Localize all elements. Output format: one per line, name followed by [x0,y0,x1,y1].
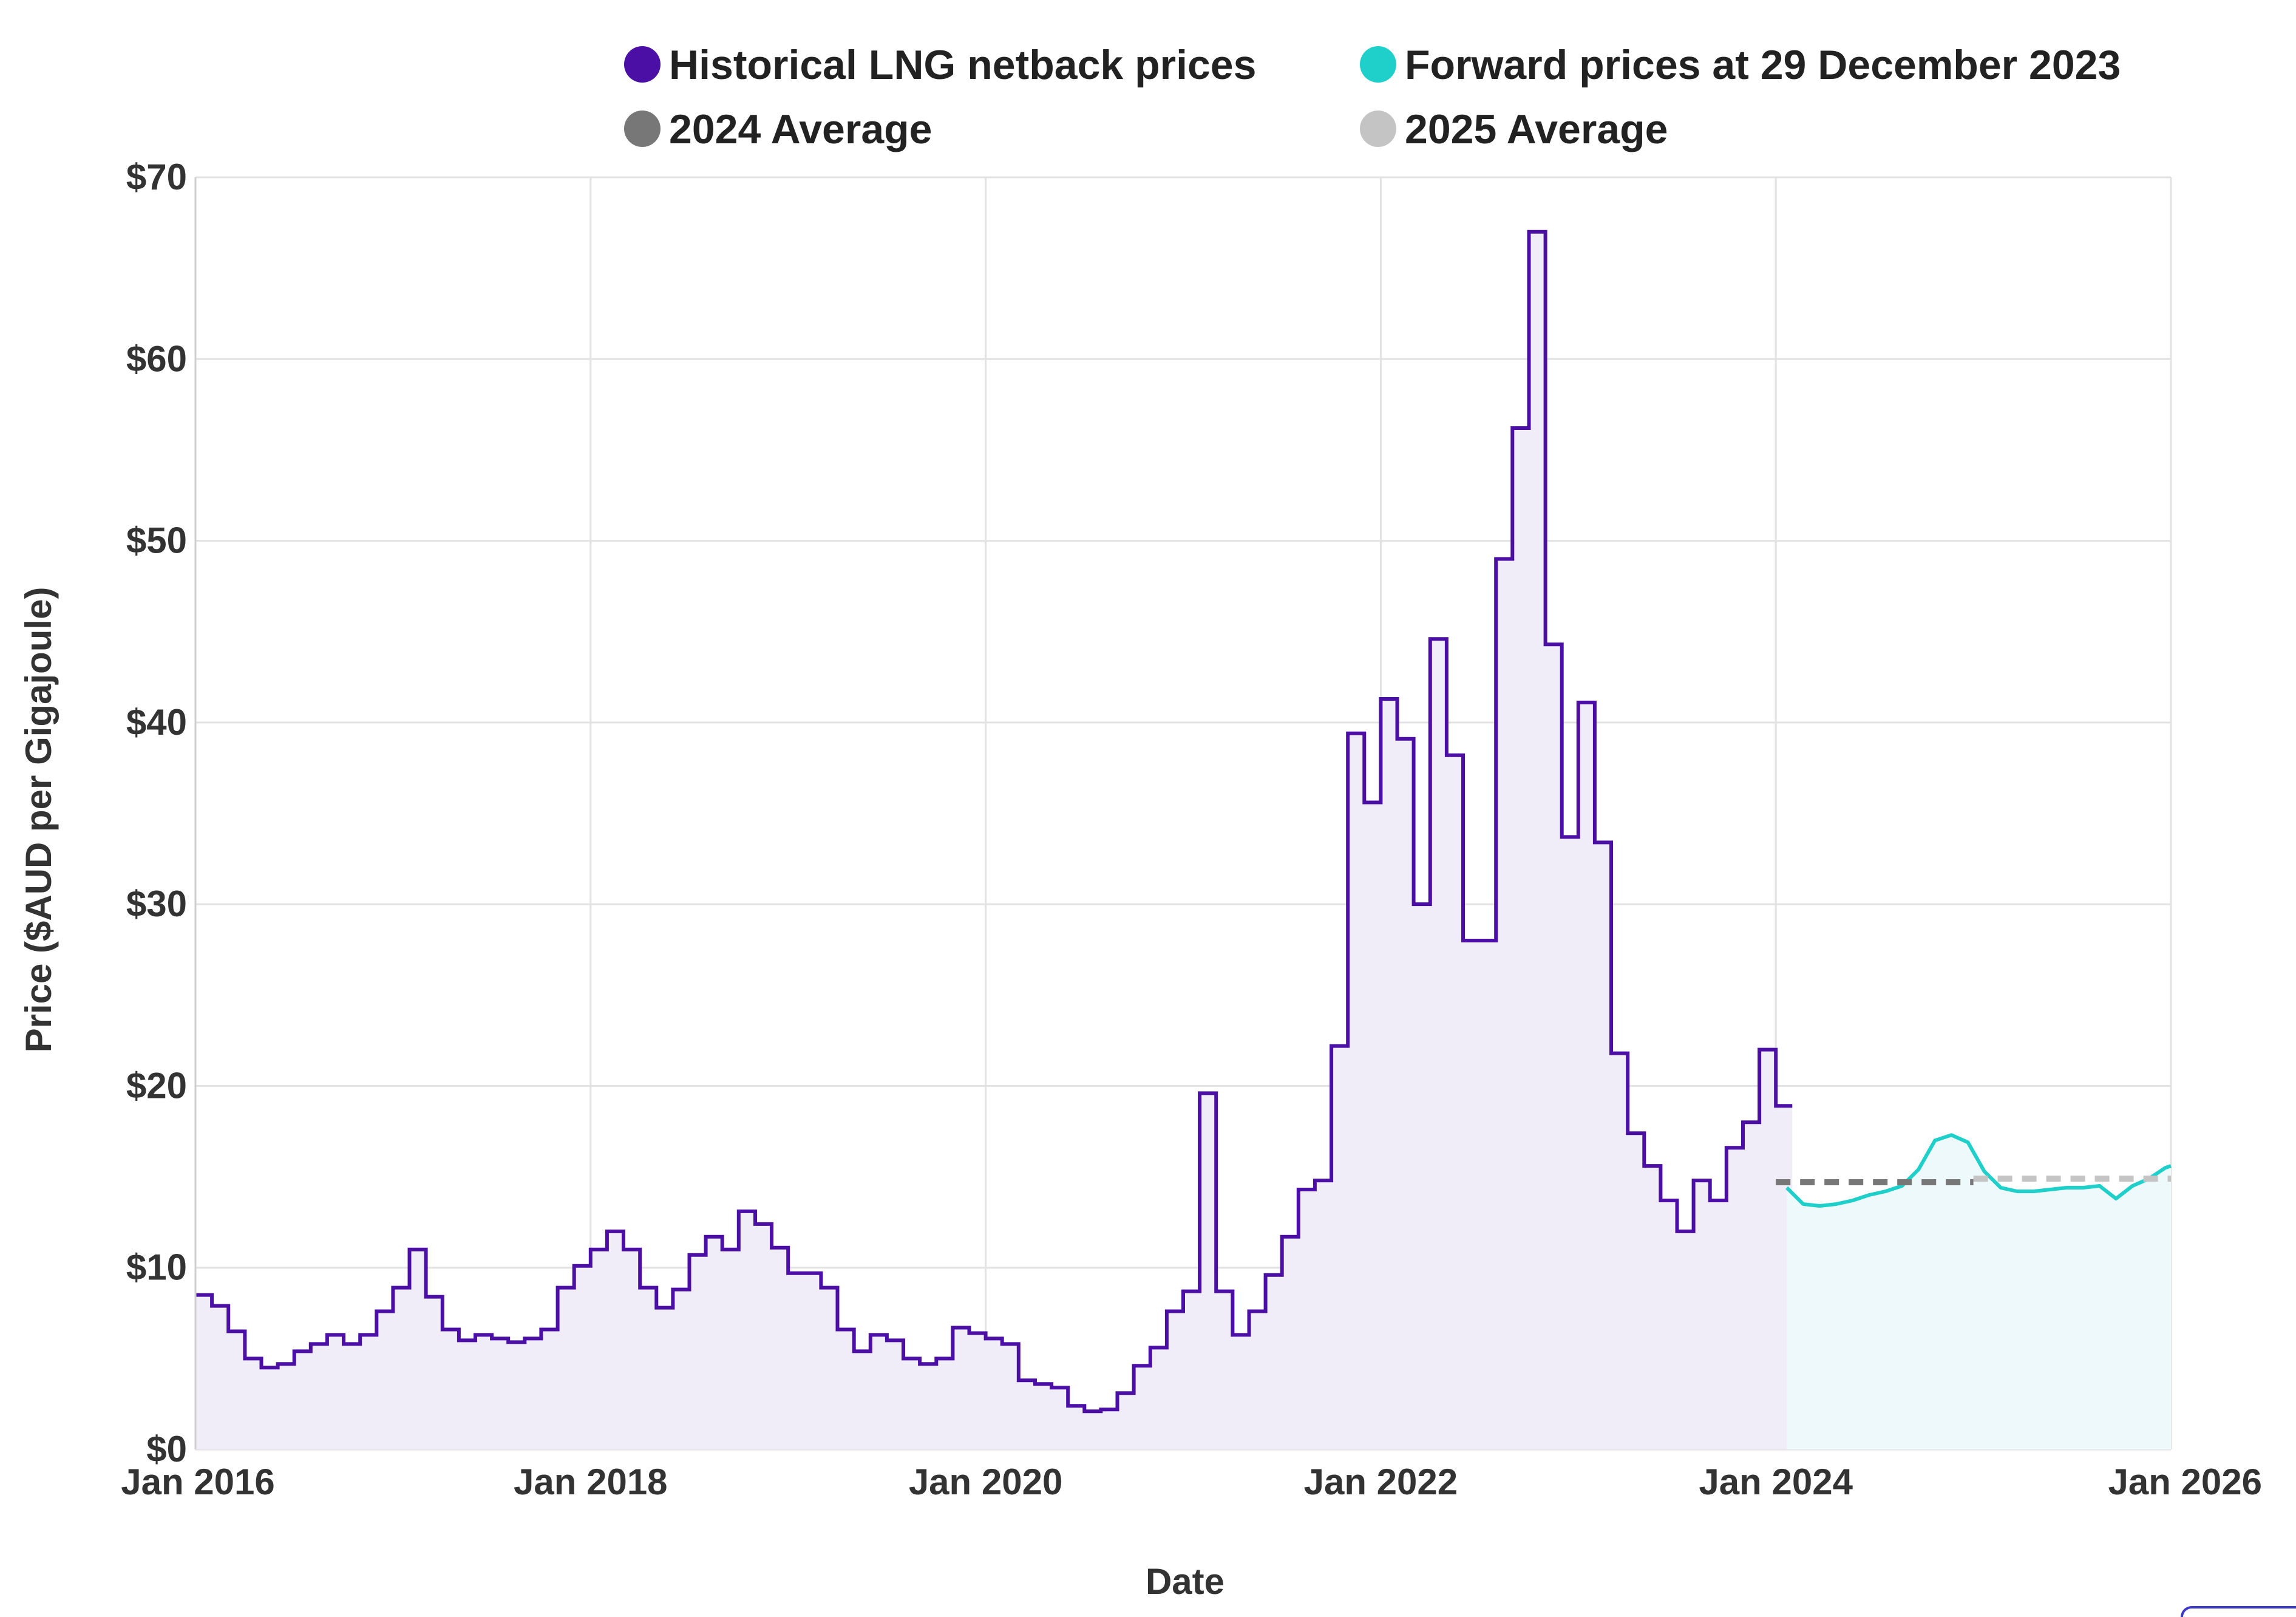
historical-prices-line [195,230,1793,1414]
x-tick-label: Jan 2020 [909,1462,1063,1502]
y-tick-label: $20 [126,1065,187,1106]
y-tick-label: $40 [126,702,187,743]
x-tick-label: Jan 2016 [121,1462,275,1502]
y-tick-label: $50 [126,520,187,561]
x-tick-label: Jan 2018 [514,1462,668,1502]
y-tick-label: $0 [146,1429,187,1469]
forward-prices-area [1787,1135,2171,1449]
series-fills [195,231,2171,1449]
legend-forward-marker [1360,46,1396,83]
legend-historical-label: Historical LNG netback prices [669,42,1256,88]
historical-prices-area [195,231,1793,1449]
series-lines [195,230,2172,1414]
forward-prices-line [1785,1133,2172,1208]
legend-historical-marker [624,46,661,83]
axes: $0 $10 $20 $30 $40 $50 $60 $70 Jan 2016 Jan 2018 J… [121,157,2262,1502]
y-tick-label: $70 [126,157,187,197]
legend-2025-average-marker [1360,111,1396,147]
y-tick-label: $10 [126,1247,187,1288]
y-tick-label: $60 [126,338,187,379]
legend-forward-label: Forward prices at 29 December 2023 [1405,42,2121,88]
legend: Historical LNG netback prices Forward pri… [624,42,2121,152]
chart-menu-button[interactable] [2181,1606,2296,1617]
x-tick-label: Jan 2026 [2108,1462,2262,1502]
y-tick-label: $30 [126,883,187,924]
y-axis-title: Price ($AUD per Gigajoule) [18,587,59,1053]
x-tick-label: Jan 2022 [1304,1462,1458,1502]
legend-2024-average-marker [624,111,661,147]
x-tick-label: Jan 2024 [1699,1462,1853,1502]
x-axis-title: Date [1146,1561,1224,1602]
legend-2025-average-label: 2025 Average [1405,106,1668,152]
legend-2024-average-label: 2024 Average [669,106,932,152]
